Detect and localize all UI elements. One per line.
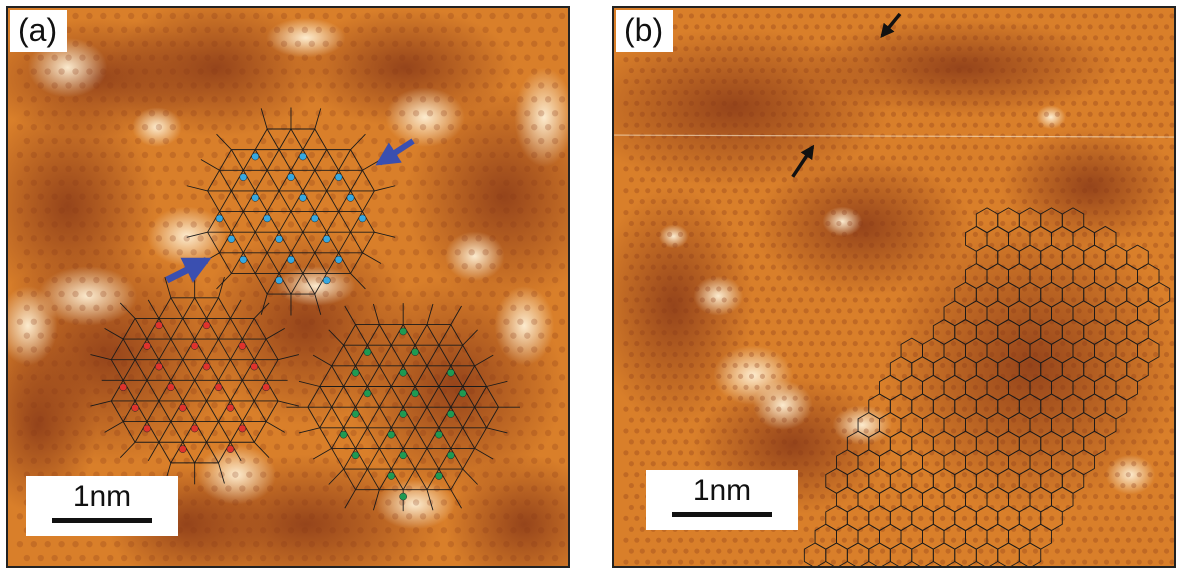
panel-label-b: (b) (616, 10, 674, 52)
scalebar-label-b: 1nm (692, 474, 752, 507)
bright-spot (375, 479, 455, 530)
scalebar-b: 1nm (646, 470, 798, 530)
dark-domain (1001, 127, 1174, 247)
bright-spot (658, 224, 689, 249)
lattice-green (286, 303, 520, 512)
bright-spot (276, 266, 356, 306)
blue-arrow-top (375, 138, 415, 166)
honeycomb-overlay (803, 207, 1171, 566)
lattice-blue (186, 107, 396, 316)
dark-domain (8, 335, 98, 515)
bright-spot (693, 276, 744, 316)
bright-spot (147, 206, 227, 267)
bright-spot (1105, 454, 1156, 495)
black-arrow-top (880, 12, 902, 38)
bright-spot (832, 405, 893, 445)
dark-domain (295, 8, 515, 128)
stm-image-panel-a: (a) 1nm (6, 6, 570, 568)
bright-spot (514, 67, 568, 167)
black-arrow-middle (791, 144, 815, 178)
stm-image-panel-b: (b) 1nm (612, 6, 1176, 568)
bright-spot (266, 17, 346, 58)
scalebar-a: 1nm (26, 476, 178, 536)
bright-spot (132, 107, 182, 148)
bright-spot (37, 266, 138, 326)
dark-domain (802, 17, 1121, 118)
scalebar-line-b (672, 512, 772, 517)
bright-spot (494, 286, 555, 366)
blue-arrow-left (165, 257, 212, 284)
bright-spot (385, 87, 465, 148)
scan-line (614, 134, 1174, 138)
scalebar-label-a: 1nm (72, 480, 132, 513)
bright-spot (1035, 105, 1066, 130)
bright-spot (8, 286, 58, 366)
scalebar-line-a (52, 518, 152, 523)
bright-spot (444, 231, 505, 282)
bright-spot (753, 380, 813, 430)
stm-image-a (8, 8, 568, 566)
bright-spot (27, 37, 108, 98)
dark-domain (753, 156, 972, 296)
panel-label-a: (a) (10, 10, 68, 52)
bright-spot (822, 206, 863, 237)
stm-image-b (614, 8, 1174, 566)
